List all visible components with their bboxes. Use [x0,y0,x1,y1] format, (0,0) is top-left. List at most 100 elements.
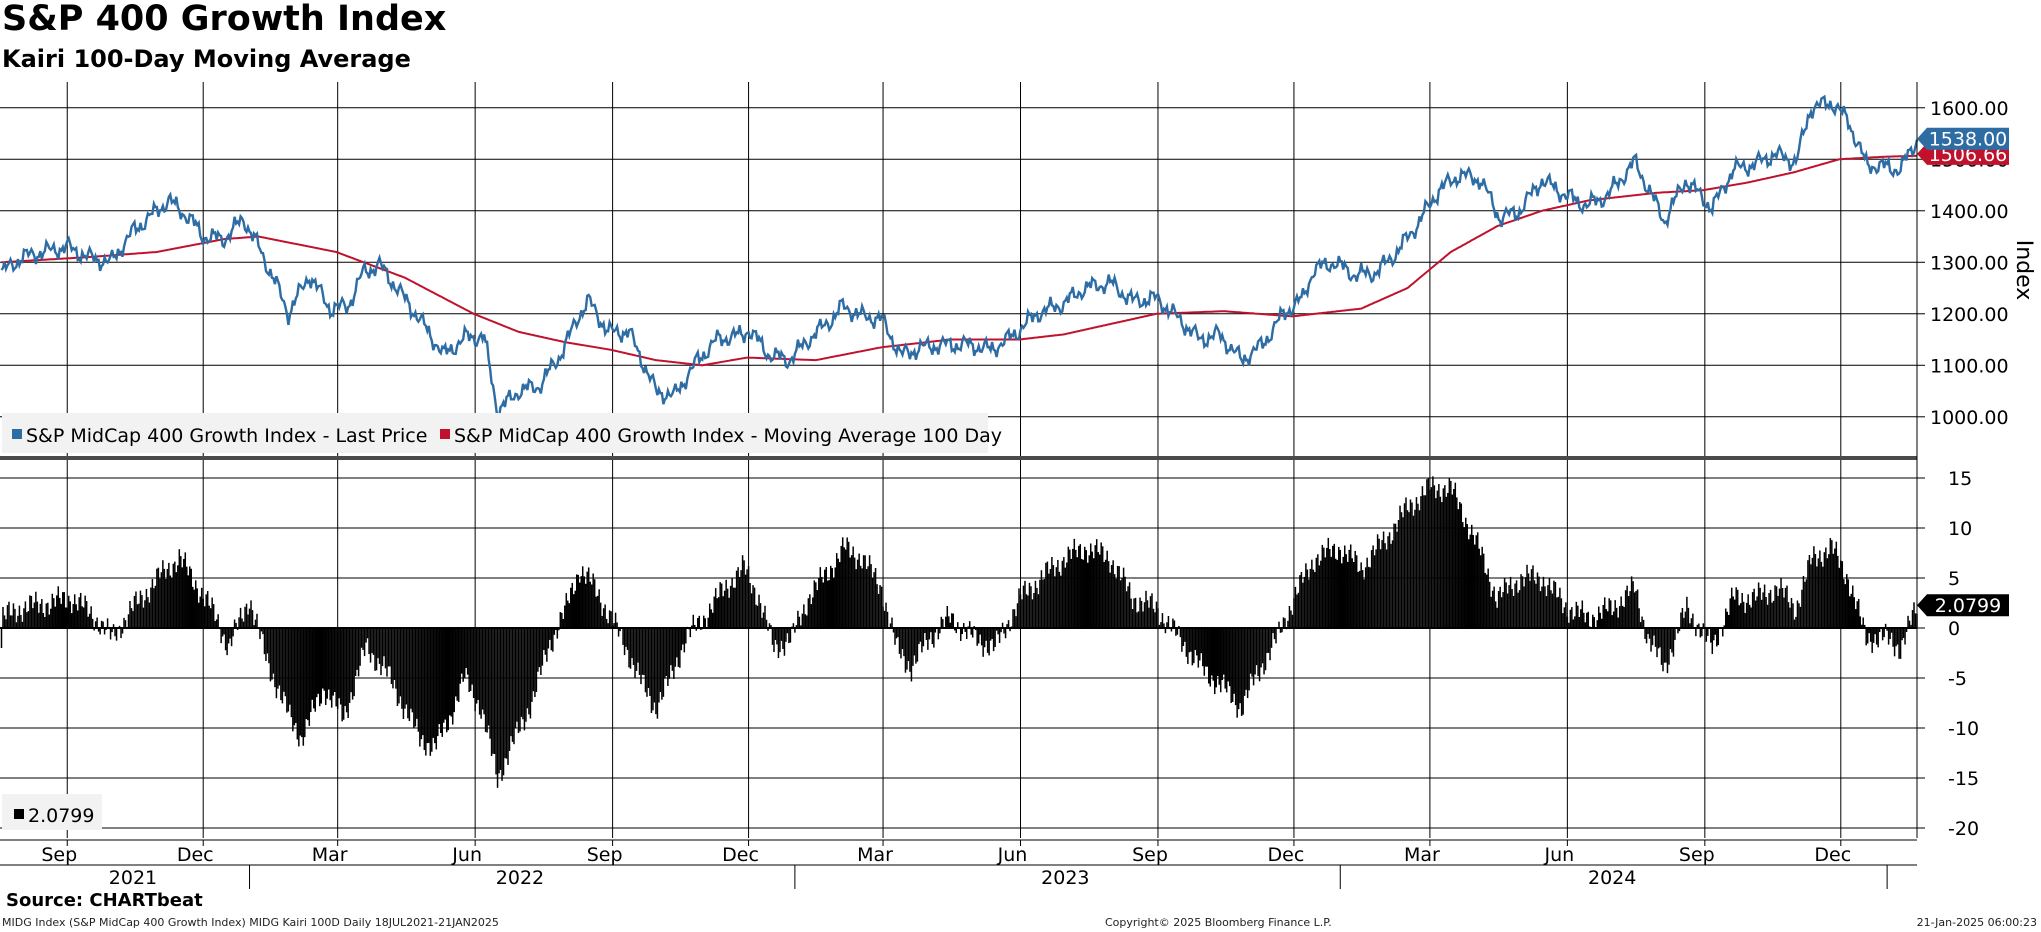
kairi-bar [1193,628,1195,664]
kairi-bar [1729,598,1731,628]
kairi-bar [977,628,980,644]
kairi-bar [1040,570,1043,628]
kairi-bar [847,541,850,628]
kairi-bar [153,588,155,628]
kairi-bar [254,619,257,628]
kairi-bar [1777,595,1779,628]
kairi-bar [1671,628,1673,653]
kairi-bar [765,619,768,628]
kairi-bar [1215,628,1217,688]
kairi-bar [289,628,291,705]
kairi-bar [487,628,490,726]
kairi-bar [1711,628,1714,654]
kairi-bar [1429,489,1431,628]
kairi-bar [858,553,860,628]
kairi-bar [17,615,19,628]
kairi-bar [1459,501,1461,628]
kairi-bar [544,628,547,655]
kairi-bar [713,596,715,628]
kairi-bar [559,612,562,628]
kairi-bar [676,628,678,658]
kairi-bar [1000,628,1002,633]
kairi-bar [1482,553,1485,628]
kairi-bar [546,628,548,662]
kairi-bar [694,624,696,628]
kairi-bar [951,613,953,628]
kairi-bar [1911,610,1914,628]
kairi-bar [849,557,851,628]
kairi-bar [218,628,221,630]
kairi-bar [952,613,955,628]
kairi-bar [1022,585,1025,628]
kairi-bar [1423,495,1425,628]
kairi-bar [1532,565,1534,628]
kairi-bar [1506,593,1509,628]
kairi-bar [1021,599,1023,628]
kairi-bar [710,609,712,628]
kairi-bar [971,628,974,638]
kairi-bar [549,628,551,640]
kairi-bar [798,616,801,628]
kairi-bar [30,596,33,628]
kairi-bar [214,621,216,628]
kairi-bar [304,628,306,738]
kairi-bar [1904,628,1906,645]
kairi-bar [381,628,384,667]
kairi-bar [96,617,98,628]
kairi-bar [47,602,49,628]
kairi-bar [438,628,441,725]
kairi-bar [879,585,881,628]
kairi-bar [1119,580,1122,628]
kairi-bar [1006,624,1008,628]
kairi-bar [892,628,895,633]
kairi-bar [1243,628,1246,696]
kairi-bar [862,555,865,628]
kairi-bar [1475,535,1477,628]
kairi-bar [18,605,21,628]
kairi-bar [1834,548,1836,628]
kairi-bar [1765,597,1767,628]
y-tick-label: 1600.00 [1930,98,2009,120]
kairi-bar [641,628,644,675]
kairi-bar [1762,592,1764,628]
kairi-bar [1082,559,1085,628]
panel-divider [0,456,1917,460]
kairi-bar [1893,628,1896,657]
kairi-bar [12,603,15,628]
kairi-bar [212,604,215,628]
kairi-bar [1296,594,1298,628]
kairi-bar [616,622,618,628]
kairi-bar [1124,576,1126,628]
kairi-bar [1612,611,1615,628]
kairi-bar [1609,600,1612,628]
kairi-bar [117,627,119,628]
footer-timestamp: 21-Jan-2025 06:00:23 [1916,916,2037,929]
kairi-bar [1418,510,1421,628]
kairi-bar [239,607,242,628]
kairi-bar [1795,616,1797,628]
kairi-bar [1160,622,1162,628]
kairi-bar [1597,606,1600,628]
kairi-bar [1726,611,1728,628]
kairi-bar [1908,620,1911,628]
kairi-bar [121,628,124,634]
price-last-value-tag-label: 1538.00 [1929,129,2008,151]
kairi-bar [924,628,926,634]
kairi-bar [1468,539,1470,628]
kairi-bar [108,627,110,628]
kairi-bar [317,628,320,694]
kairi-bar [803,604,805,628]
kairi-bar [326,628,328,699]
kairi-bar [988,628,990,656]
kairi-bar [762,612,765,628]
kairi-bar [144,600,146,628]
kairi-bar [930,628,932,633]
kairi-bar [1037,594,1040,628]
kairi-bar [463,628,466,679]
kairi-bar [1361,570,1364,628]
y-tick-label: -5 [1948,668,1967,690]
kairi-bar [1324,557,1327,628]
kairi-bar [797,610,799,628]
kairi-bar [1596,620,1599,628]
kairi-bar [1397,519,1400,628]
